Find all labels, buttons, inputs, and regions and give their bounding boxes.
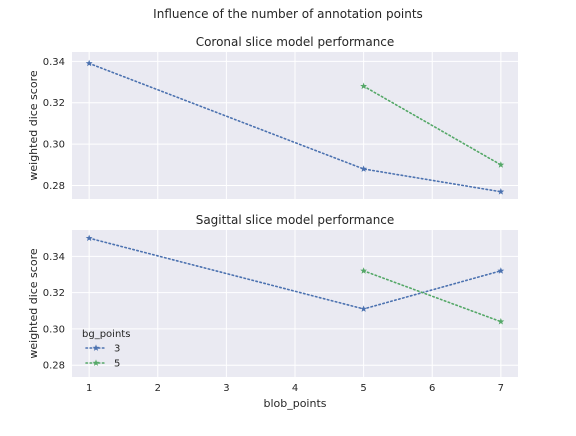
coronal-ticks: 0.28 0.30 0.32 0.34 [43, 57, 65, 192]
coronal-panel-title: Coronal slice model performance [196, 35, 395, 49]
series-line-bg-5 [362, 270, 502, 323]
x-tick-label: 2 [155, 383, 161, 394]
sagittal-panel: 1 2 3 4 5 6 7 0.28 0.30 0.32 0.34 Sagittal slice m… [27, 213, 518, 410]
data-point-bg-3 [497, 267, 505, 274]
sagittal-panel-title: Sagittal slice model performance [196, 213, 395, 227]
legend-marker-5 [92, 359, 100, 366]
sagittal-gridlines [72, 230, 518, 377]
legend-title: bg_points [82, 329, 130, 340]
data-point-bg-3 [360, 305, 368, 312]
y-tick-label: 0.30 [43, 140, 65, 151]
x-tick-label: 6 [429, 383, 435, 394]
sagittal-y-axis-label: weighted dice score [27, 248, 40, 358]
data-point-bg-5 [497, 318, 505, 325]
x-tick-label: 7 [498, 383, 504, 394]
y-tick-label: 0.28 [43, 181, 65, 192]
data-point-bg-3 [85, 59, 93, 67]
data-point-bg-5 [360, 82, 368, 90]
data-point-bg-5 [360, 267, 368, 274]
series-line-bg-3 [88, 62, 502, 193]
y-tick-label: 0.32 [43, 288, 65, 299]
x-tick-label: 1 [86, 383, 92, 394]
coronal-y-axis-label: weighted dice score [27, 70, 40, 180]
x-tick-label: 5 [360, 383, 366, 394]
figure-suptitle: Influence of the number of annotation po… [153, 7, 423, 21]
data-point-bg-3 [85, 234, 93, 242]
legend: bg_points 35 [82, 329, 130, 370]
x-tick-label: 3 [223, 383, 229, 394]
y-tick-label: 0.28 [43, 361, 65, 372]
legend-label-5: 5 [114, 359, 120, 370]
series-line-bg-5 [362, 85, 502, 166]
y-tick-label: 0.32 [43, 98, 65, 109]
legend-marker-3 [92, 344, 100, 351]
y-tick-label: 0.34 [43, 252, 65, 263]
coronal-series [85, 59, 505, 195]
legend-label-3: 3 [114, 344, 120, 355]
sagittal-x-axis-label: blob_points [263, 397, 326, 410]
coronal-gridlines [72, 52, 518, 199]
data-point-bg-3 [360, 165, 368, 172]
y-tick-label: 0.30 [43, 324, 65, 335]
x-tick-label: 4 [292, 383, 298, 394]
y-tick-label: 0.34 [43, 57, 65, 68]
data-point-bg-3 [497, 188, 505, 195]
data-point-bg-5 [497, 161, 505, 168]
sagittal-series [85, 234, 505, 325]
sagittal-ticks: 1 2 3 4 5 6 7 0.28 0.30 0.32 0.34 [43, 252, 504, 394]
coronal-panel: 0.28 0.30 0.32 0.34 Coronal slice model per… [27, 35, 518, 199]
legend-entries: 35 [85, 344, 120, 370]
